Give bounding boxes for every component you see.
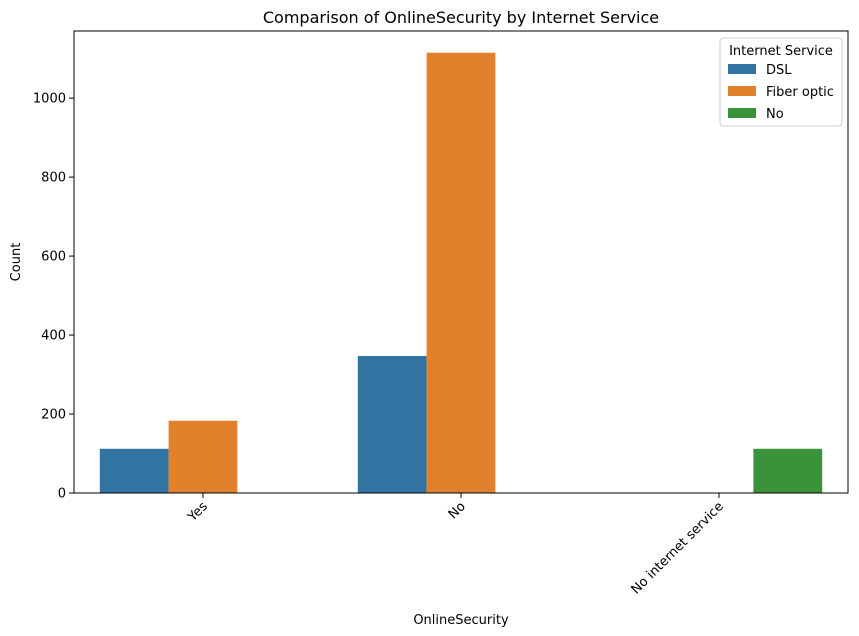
bars-group — [99, 52, 823, 493]
plot-frame — [73, 30, 849, 494]
legend-box — [719, 37, 843, 127]
x-tick-label: Yes — [185, 499, 211, 525]
x-axis-ticks: Yes No No internet service — [185, 493, 727, 597]
bar-yes-fiber-optic — [168, 420, 238, 493]
legend: Internet Service DSL Fiber optic No — [719, 37, 843, 127]
y-tick-label: 200 — [41, 408, 66, 423]
y-tick-label: 600 — [41, 250, 66, 265]
legend-swatch — [728, 64, 756, 74]
x-tick-label: No — [446, 499, 469, 522]
legend-items: DSL Fiber optic No — [728, 63, 834, 122]
bar-no-fiber-optic — [426, 52, 496, 493]
legend-title: Internet Service — [729, 44, 833, 59]
y-tick-label: 0 — [58, 487, 66, 502]
legend-label: Fiber optic — [766, 85, 834, 100]
y-axis-label: Count — [9, 243, 24, 282]
chart-title: Comparison of OnlineSecurity by Internet… — [263, 8, 659, 27]
legend-swatch — [728, 86, 756, 96]
bar-yes-dsl — [99, 448, 169, 493]
y-axis-ticks: 0 200 400 600 800 1000 — [33, 92, 74, 502]
bar-no-internet-service-no — [753, 448, 823, 493]
x-tick-label: No internet service — [629, 499, 727, 597]
y-tick-label: 400 — [41, 329, 66, 344]
legend-label: DSL — [766, 63, 792, 78]
legend-swatch — [728, 108, 756, 118]
y-tick-label: 1000 — [33, 92, 66, 107]
y-tick-label: 800 — [41, 171, 66, 186]
bar-no-dsl — [357, 355, 427, 493]
legend-label: No — [766, 107, 784, 122]
x-axis-label: OnlineSecurity — [413, 613, 509, 628]
